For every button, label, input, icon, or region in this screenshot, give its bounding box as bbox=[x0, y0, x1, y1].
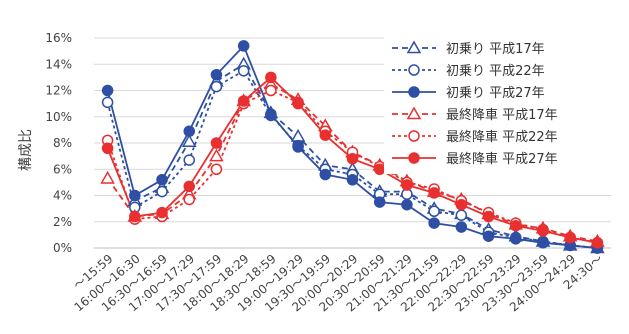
data-point bbox=[237, 40, 250, 52]
legend-marker bbox=[406, 106, 422, 120]
legend-label: 初乗り 平成27年 bbox=[446, 86, 545, 101]
data-point bbox=[292, 141, 304, 153]
data-point bbox=[210, 80, 223, 93]
data-point bbox=[428, 187, 440, 199]
y-tick-label: 8% bbox=[53, 136, 72, 150]
y-tick-labels: 0% 2% 4% 6% 8% 10% 12% 14% 16% bbox=[45, 31, 72, 255]
data-point bbox=[237, 95, 250, 107]
data-point bbox=[210, 137, 223, 149]
legend-label: 初乗り 平成17年 bbox=[446, 42, 545, 57]
legend-label: 最終降車 平成22年 bbox=[446, 129, 558, 145]
data-point bbox=[265, 108, 277, 120]
data-point bbox=[265, 71, 277, 84]
data-point bbox=[455, 209, 468, 221]
data-point bbox=[401, 179, 413, 191]
data-point bbox=[482, 230, 495, 242]
data-point bbox=[428, 205, 440, 217]
y-tick-label: 0% bbox=[53, 241, 72, 255]
data-point bbox=[482, 210, 495, 223]
data-point bbox=[183, 125, 195, 137]
data-point bbox=[210, 163, 223, 175]
legend-label: 初乗り 平成22年 bbox=[446, 64, 545, 79]
legend-marker bbox=[408, 130, 420, 142]
legend-label: 最終降車 平成17年 bbox=[446, 107, 558, 123]
legend-marker bbox=[406, 40, 422, 54]
data-point bbox=[237, 65, 250, 77]
data-point bbox=[401, 198, 413, 211]
data-point bbox=[209, 148, 224, 162]
data-point bbox=[292, 97, 304, 110]
y-axis-label: 構成比 bbox=[18, 129, 34, 171]
data-point bbox=[129, 189, 141, 202]
series-markers bbox=[100, 40, 605, 254]
data-point bbox=[564, 231, 576, 244]
data-point bbox=[265, 84, 277, 97]
y-tick-label: 2% bbox=[53, 215, 72, 229]
data-point bbox=[101, 84, 114, 97]
legend-box bbox=[384, 34, 620, 174]
y-tick-label: 14% bbox=[45, 57, 72, 71]
y-tick-label: 10% bbox=[45, 110, 72, 124]
data-point bbox=[101, 142, 114, 154]
data-point bbox=[455, 198, 468, 211]
data-point bbox=[510, 219, 522, 232]
data-point bbox=[537, 225, 549, 237]
legend-marker bbox=[408, 152, 420, 164]
data-point bbox=[101, 96, 114, 109]
data-point bbox=[290, 128, 306, 142]
data-point bbox=[156, 174, 168, 186]
data-point bbox=[181, 134, 197, 147]
data-point bbox=[373, 196, 386, 208]
data-point bbox=[455, 221, 468, 233]
data-point bbox=[156, 206, 168, 219]
y-tick-label: 12% bbox=[45, 84, 72, 98]
data-point bbox=[210, 69, 223, 81]
data-point bbox=[183, 193, 195, 206]
y-tick-label: 6% bbox=[53, 162, 72, 176]
y-tick-label: 4% bbox=[53, 189, 72, 203]
data-point bbox=[346, 174, 359, 186]
data-point bbox=[100, 170, 115, 184]
x-tick-labels: ～15:5916:00～16:3016:30～16:5917:00～17:291… bbox=[71, 252, 605, 315]
legend-marker bbox=[408, 64, 420, 76]
data-point bbox=[428, 217, 440, 229]
legend-label: 最終降車 平成27年 bbox=[446, 151, 558, 167]
data-point bbox=[510, 233, 522, 245]
data-point bbox=[591, 237, 604, 249]
data-point bbox=[183, 154, 195, 166]
data-point bbox=[373, 163, 386, 175]
data-point bbox=[129, 210, 141, 223]
data-point bbox=[537, 237, 549, 249]
y-tick-label: 16% bbox=[45, 31, 72, 45]
data-point bbox=[156, 185, 168, 198]
data-point bbox=[319, 168, 332, 181]
legend-marker bbox=[408, 86, 420, 98]
data-point bbox=[183, 180, 195, 193]
data-point bbox=[346, 153, 359, 165]
data-point bbox=[319, 129, 332, 141]
